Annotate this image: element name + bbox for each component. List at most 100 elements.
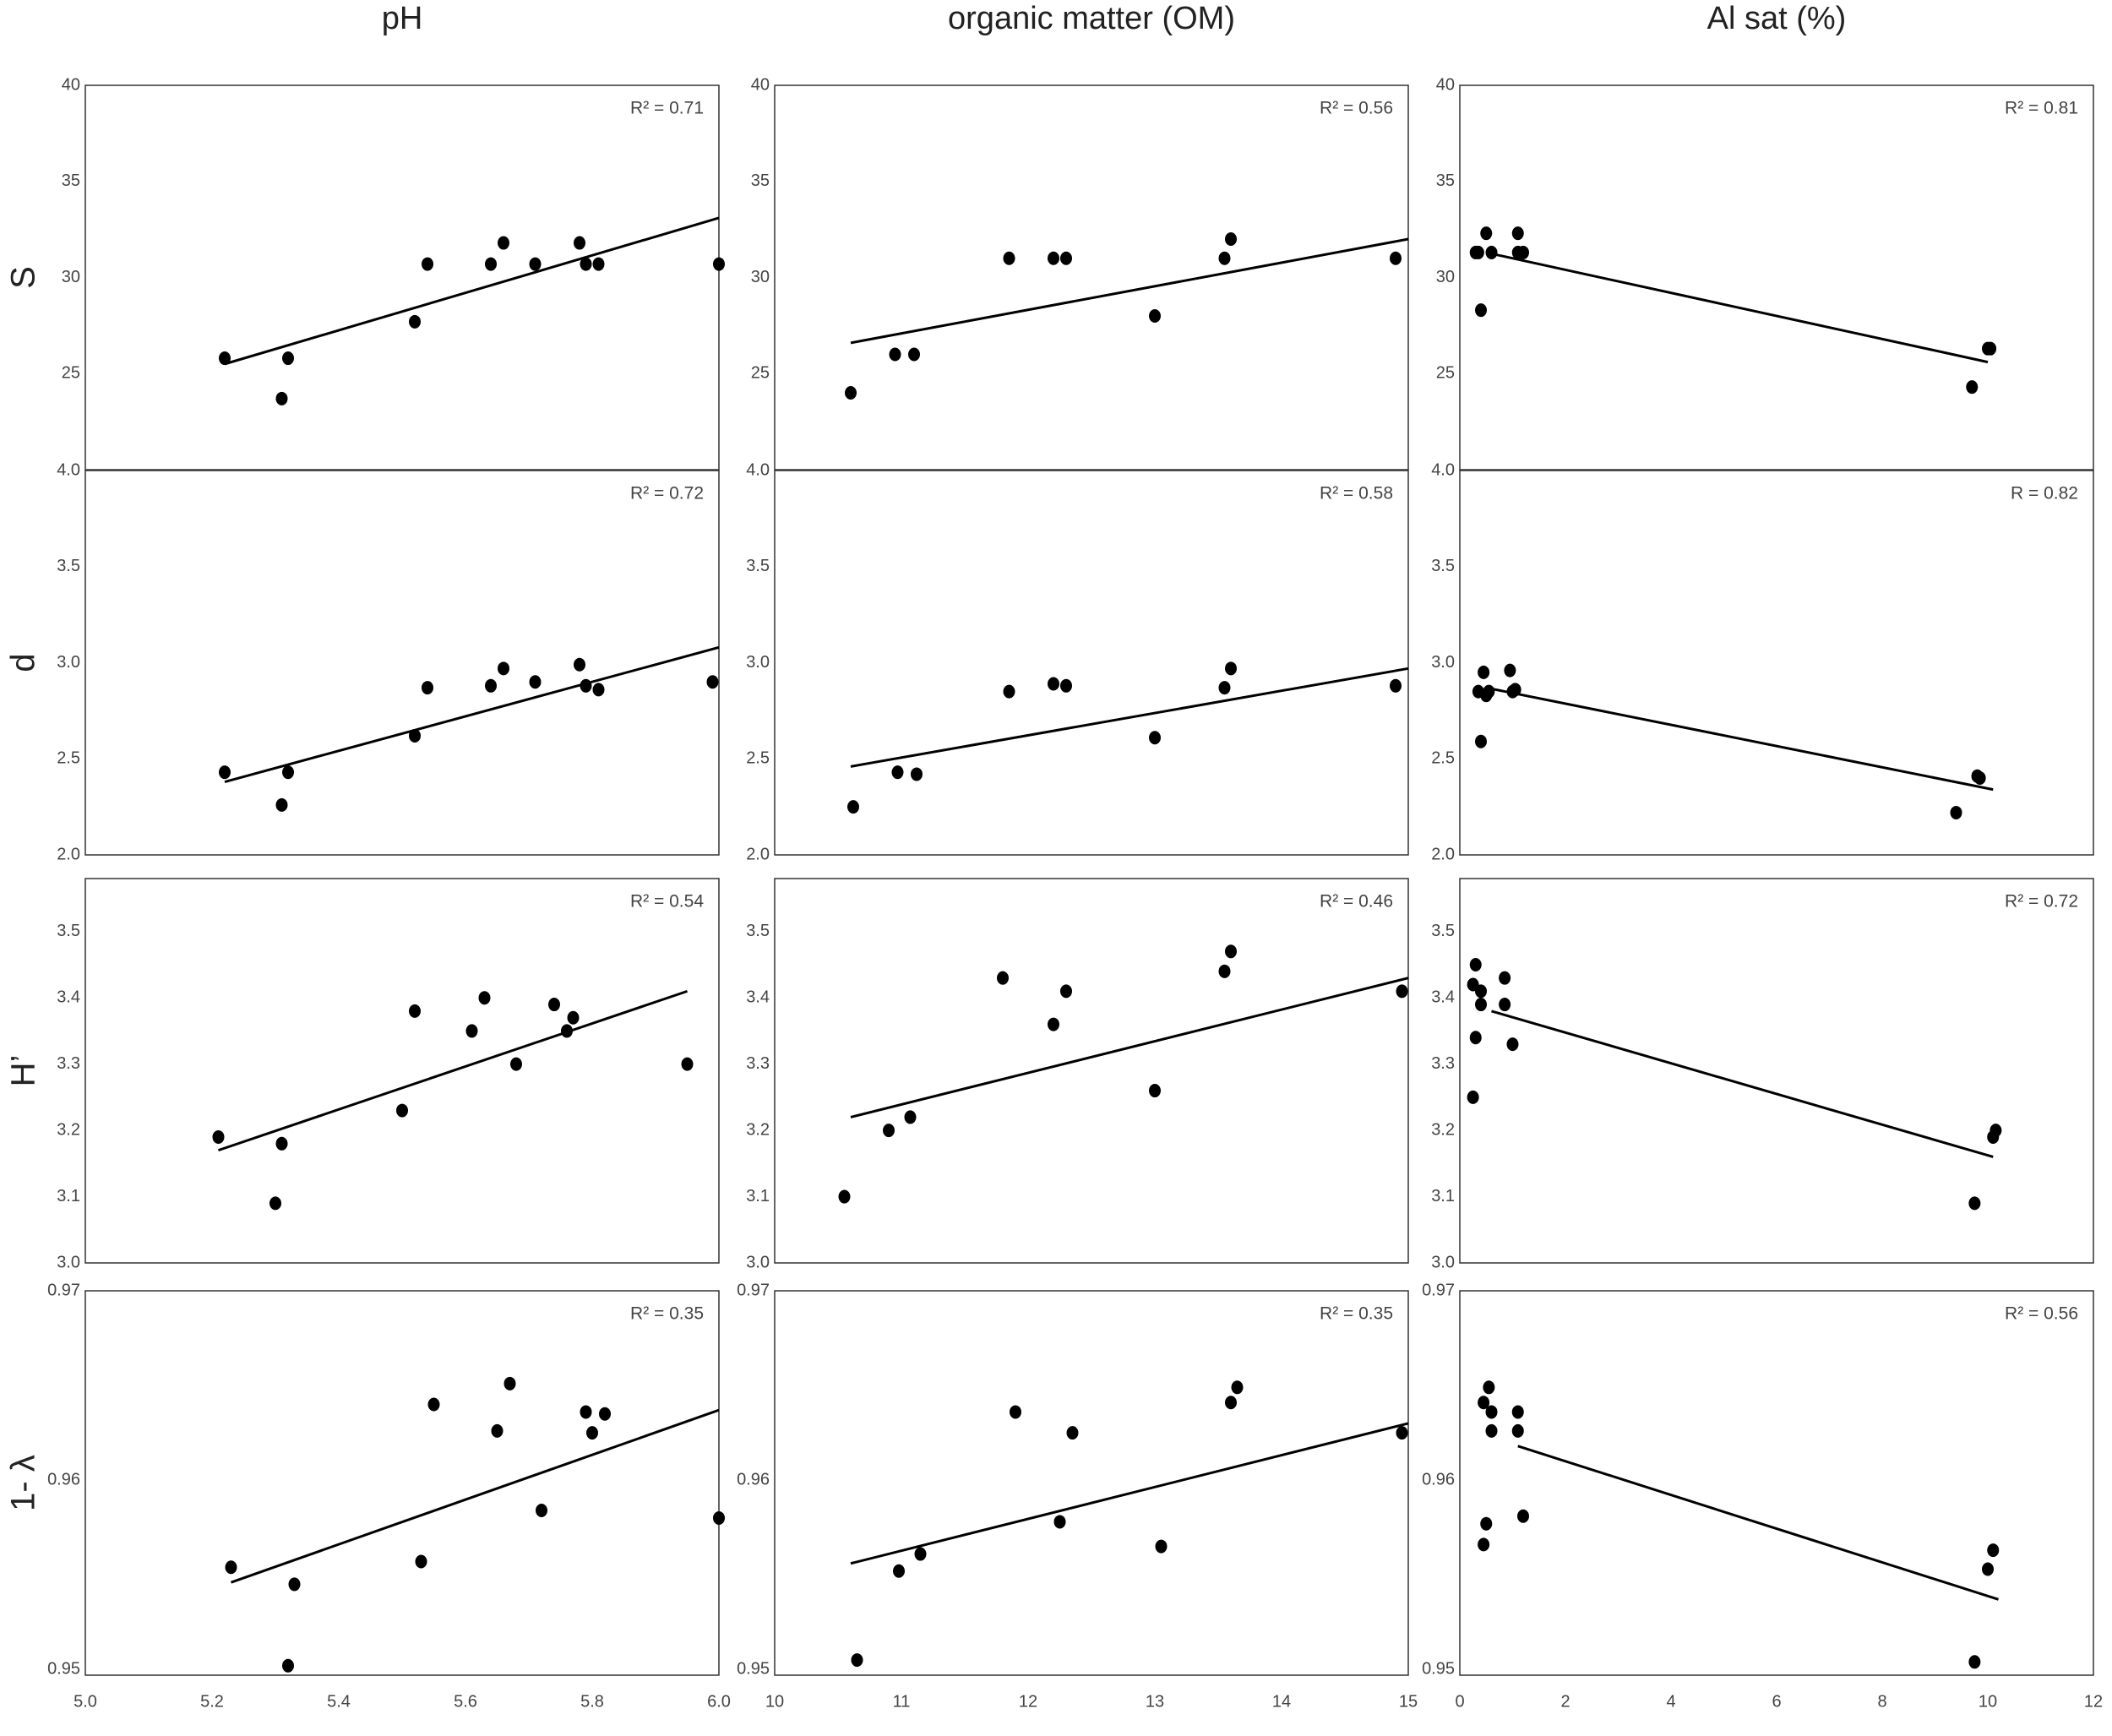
y-tick-label: 35 bbox=[1436, 171, 1455, 190]
point bbox=[1396, 984, 1408, 999]
y-tick-label: 0.96 bbox=[1422, 1470, 1455, 1488]
x-tick-label: 5.4 bbox=[327, 1692, 351, 1711]
point bbox=[498, 661, 509, 676]
x-tick-label: 5.8 bbox=[580, 1692, 604, 1711]
y-tick-label: 2.0 bbox=[57, 845, 80, 863]
point bbox=[1480, 1516, 1493, 1531]
plot-frame bbox=[1459, 1290, 2094, 1676]
point bbox=[1475, 998, 1487, 1012]
point bbox=[275, 391, 288, 405]
y-tick-label: 2.0 bbox=[1431, 845, 1455, 863]
point bbox=[1987, 1543, 2000, 1558]
point bbox=[1506, 1037, 1519, 1052]
point bbox=[536, 1504, 547, 1517]
y-tick-label: 3.4 bbox=[57, 988, 80, 1006]
point bbox=[889, 347, 901, 362]
point bbox=[219, 765, 231, 780]
point bbox=[845, 386, 857, 400]
x-tick-label: 6 bbox=[1772, 1692, 1781, 1711]
point bbox=[269, 1196, 281, 1211]
point bbox=[1982, 1562, 1994, 1576]
point bbox=[465, 1024, 478, 1038]
y-tick-label: 3.1 bbox=[746, 1187, 770, 1205]
point bbox=[1225, 232, 1237, 246]
plot-frame bbox=[84, 878, 720, 1264]
point bbox=[1003, 251, 1015, 265]
y-tick-label: 40 bbox=[62, 75, 80, 94]
point bbox=[427, 1397, 440, 1412]
y-tick-label: 25 bbox=[751, 364, 770, 383]
x-tick-label: 5.2 bbox=[200, 1692, 224, 1711]
point bbox=[1966, 380, 1979, 395]
row-label: H’ bbox=[5, 1055, 42, 1087]
y-tick-label: 2.5 bbox=[57, 749, 80, 768]
y-tick-label: 3.5 bbox=[1431, 922, 1455, 940]
r-squared: R² = 0.72 bbox=[630, 484, 704, 503]
plot-frame bbox=[1459, 878, 2094, 1264]
point bbox=[1968, 1655, 1981, 1669]
point bbox=[1225, 944, 1237, 959]
point bbox=[1060, 678, 1072, 693]
point bbox=[1396, 1426, 1408, 1440]
point bbox=[1472, 245, 1484, 259]
x-tick-label: 15 bbox=[1399, 1692, 1418, 1711]
point bbox=[1066, 1426, 1079, 1440]
row-label: 1- λ bbox=[5, 1455, 42, 1511]
point bbox=[1218, 964, 1231, 978]
y-tick-label: 3.4 bbox=[746, 988, 770, 1006]
point bbox=[409, 314, 421, 329]
row-label: d bbox=[5, 653, 42, 672]
y-tick-label: 3.5 bbox=[1431, 557, 1455, 575]
point bbox=[1990, 1124, 2002, 1138]
point bbox=[1003, 684, 1015, 699]
point bbox=[288, 1577, 301, 1592]
plot-frame bbox=[84, 470, 720, 856]
point bbox=[1048, 251, 1059, 265]
point bbox=[1517, 1509, 1529, 1523]
point bbox=[1511, 1405, 1524, 1419]
r-squared: R² = 0.71 bbox=[630, 99, 704, 118]
trend-line bbox=[1517, 1445, 1999, 1601]
x-tick-label: 8 bbox=[1877, 1692, 1886, 1711]
point bbox=[574, 236, 585, 250]
y-tick-label: 0.97 bbox=[737, 1281, 770, 1299]
y-tick-label: 3.3 bbox=[746, 1054, 770, 1073]
point bbox=[1475, 734, 1487, 748]
point bbox=[891, 765, 904, 780]
point bbox=[1048, 677, 1059, 691]
point bbox=[1218, 681, 1231, 695]
point bbox=[1390, 251, 1402, 265]
r-squared: R = 0.82 bbox=[2011, 484, 2078, 503]
point bbox=[529, 257, 542, 271]
point bbox=[1390, 678, 1402, 693]
point bbox=[706, 675, 719, 689]
point bbox=[1218, 251, 1231, 265]
y-tick-label: 3.1 bbox=[57, 1187, 80, 1205]
y-tick-label: 0.95 bbox=[47, 1660, 80, 1679]
point bbox=[282, 765, 294, 780]
point bbox=[415, 1554, 427, 1569]
point bbox=[1480, 226, 1493, 241]
trend-line bbox=[224, 645, 720, 783]
point bbox=[275, 1136, 288, 1151]
x-tick-label: 4 bbox=[1666, 1692, 1675, 1711]
point bbox=[1478, 1537, 1490, 1552]
point bbox=[212, 1129, 225, 1144]
point bbox=[904, 1110, 917, 1124]
y-tick-label: 3.2 bbox=[57, 1120, 80, 1139]
point bbox=[580, 257, 592, 271]
trend-line bbox=[1485, 251, 1989, 364]
y-tick-label: 3.5 bbox=[57, 557, 80, 575]
point bbox=[713, 1510, 725, 1525]
point bbox=[914, 1547, 927, 1561]
point bbox=[574, 657, 585, 672]
y-tick-label: 0.97 bbox=[47, 1281, 80, 1299]
y-tick-label: 4.0 bbox=[746, 460, 770, 479]
r-squared: R² = 0.56 bbox=[1320, 99, 1393, 118]
point bbox=[504, 1376, 516, 1390]
y-tick-label: 40 bbox=[751, 75, 770, 94]
y-tick-label: 3.3 bbox=[1431, 1054, 1455, 1073]
trend-line bbox=[1491, 1009, 1994, 1158]
point bbox=[1149, 1084, 1161, 1098]
